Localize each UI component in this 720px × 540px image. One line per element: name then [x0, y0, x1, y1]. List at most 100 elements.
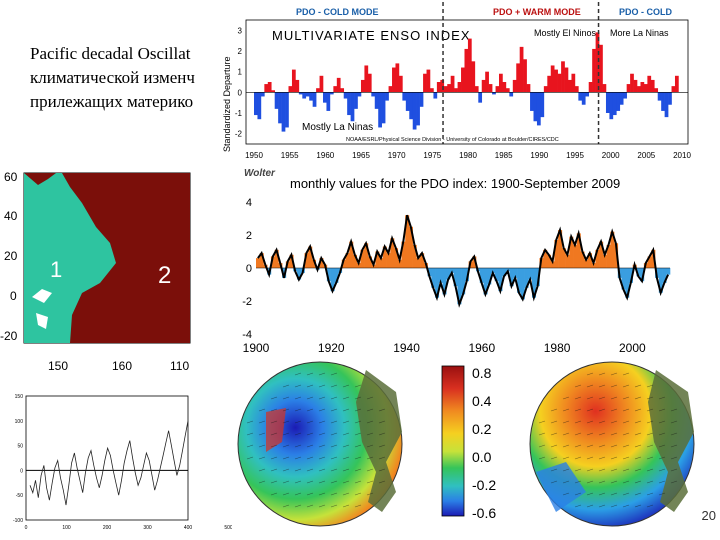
wind-arrow: [670, 432, 678, 436]
pdo-title: monthly values for the PDO index: 1900-S…: [290, 176, 620, 191]
wind-arrow: [538, 420, 546, 424]
wind-arrow: [622, 444, 630, 448]
mei-bar: [657, 92, 662, 101]
wind-arrow: [330, 432, 338, 436]
pdo-bar-group: [256, 215, 671, 305]
mei-bar: [530, 92, 534, 111]
mei-bar: [499, 73, 503, 93]
mei-y-tick: 3: [238, 26, 243, 35]
mei-bar: [371, 92, 376, 97]
mei-bar: [561, 61, 565, 93]
mei-bar: [495, 86, 500, 93]
wind-arrow: [598, 396, 606, 400]
mei-bar: [574, 86, 579, 93]
wind-arrow: [622, 384, 630, 388]
wind-arrow: [574, 420, 582, 424]
pdo-bar: [520, 268, 525, 300]
wind-arrow: [670, 456, 678, 460]
bl-y-tick: 100: [15, 419, 24, 425]
wind-arrow: [586, 420, 594, 424]
map-y-tick: 20: [4, 249, 18, 263]
pdo-bar: [640, 268, 645, 282]
mei-bar: [664, 92, 669, 118]
mei-chart: PDO - COLD MODE PDO + WARM MODE PDO - CO…: [216, 0, 692, 180]
mei-mode-warm: PDO + WARM MODE: [493, 7, 581, 17]
wind-arrow: [282, 420, 290, 424]
wind-arrow: [342, 504, 350, 508]
pdo-smoothed-line: [257, 214, 670, 308]
bl-x-tick: 200: [103, 525, 112, 531]
mei-bar: [298, 92, 303, 95]
pdo-bar: [584, 259, 589, 268]
wind-arrow: [598, 492, 606, 496]
wind-arrow: [598, 420, 606, 424]
wind-arrow: [622, 492, 630, 496]
pdo-bar: [341, 259, 346, 268]
mei-bar: [540, 92, 545, 118]
wind-arrow: [294, 468, 302, 472]
wind-arrow: [282, 468, 290, 472]
mei-y-tick: 1: [238, 68, 243, 77]
wind-arrow: [622, 408, 630, 412]
wind-arrow: [282, 384, 290, 388]
pdo-bar: [274, 249, 279, 268]
wind-arrow: [354, 456, 362, 460]
mei-bar: [509, 92, 514, 97]
wind-arrow: [270, 408, 278, 412]
wind-arrow: [562, 468, 570, 472]
mei-x-tick: 1970: [388, 151, 406, 160]
pdo-y-tick: -4: [242, 329, 252, 341]
pdo-bar: [464, 268, 469, 282]
pdo-x-tick: 2000: [619, 341, 646, 355]
wind-arrow: [318, 492, 326, 496]
wind-arrow: [574, 396, 582, 400]
bl-y-tick: -100: [13, 518, 23, 524]
wind-arrow: [610, 468, 618, 472]
wind-arrow: [598, 480, 606, 484]
pdo-bar: [513, 268, 518, 278]
pdo-bar: [442, 268, 447, 295]
mei-bar: [367, 73, 372, 93]
pdo-x-tick: 1980: [544, 341, 571, 355]
mei-x-tick: 1975: [423, 151, 441, 160]
wind-arrow: [598, 432, 606, 436]
wind-arrow: [658, 468, 666, 472]
wind-arrow: [354, 468, 362, 472]
mei-y-tick-group: 3 2 1 0 -1 -2: [235, 26, 243, 138]
colorbar-tick: 0.4: [472, 393, 492, 409]
wind-arrow: [658, 432, 666, 436]
wind-arrow: [658, 396, 666, 400]
wind-arrow: [610, 420, 618, 424]
wind-arrow: [634, 420, 642, 424]
pdo-bar: [573, 244, 578, 268]
wind-arrow: [342, 396, 350, 400]
wind-arrow: [586, 480, 594, 484]
wind-arrow: [282, 504, 290, 508]
pdo-bar: [297, 268, 302, 280]
wind-arrow: [550, 480, 558, 484]
mei-bar: [505, 88, 510, 93]
mei-x-tick: 1965: [352, 151, 370, 160]
map-y-tick: 60: [4, 170, 18, 184]
pdo-bar: [457, 268, 462, 305]
pdo-bar: [509, 268, 514, 287]
mei-bar: [581, 92, 586, 105]
mei-bar: [433, 92, 438, 99]
map-x-tick: 150: [48, 359, 68, 373]
wind-arrow: [294, 372, 302, 376]
pdo-bar: [431, 268, 436, 288]
mei-bar: [309, 92, 313, 101]
pdo-bar: [352, 254, 357, 268]
mei-bar: [637, 86, 641, 93]
mei-bar: [564, 67, 569, 93]
wind-arrow: [342, 420, 350, 424]
mei-bar: [402, 92, 407, 101]
wind-arrow: [318, 444, 326, 448]
wind-arrow: [294, 420, 302, 424]
mei-bar: [388, 86, 393, 93]
bl-x-tick-group: 0 100 200 300 400 500: [25, 525, 232, 531]
wind-arrow: [634, 384, 642, 388]
mei-bar: [267, 82, 272, 93]
mei-bar: [568, 79, 572, 93]
wind-arrow: [378, 456, 386, 460]
